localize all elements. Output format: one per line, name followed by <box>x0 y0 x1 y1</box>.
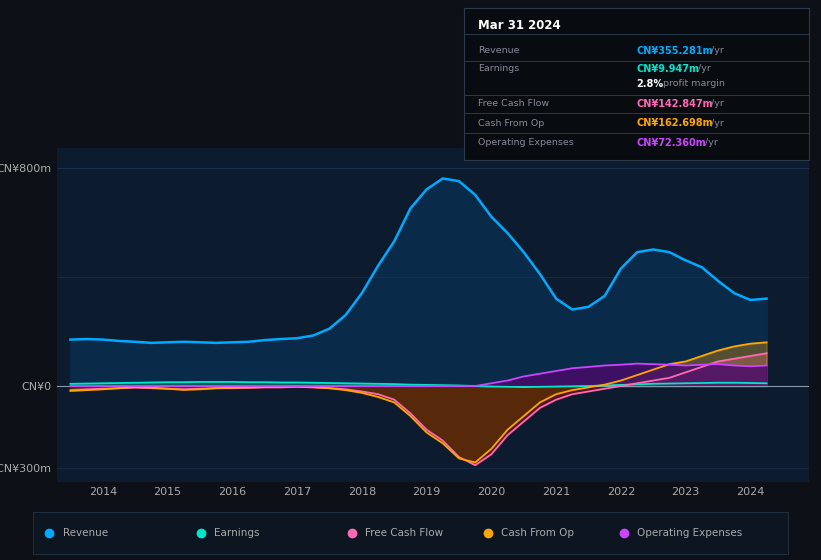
Text: 2.8%: 2.8% <box>636 79 663 89</box>
Text: CN¥72.360m: CN¥72.360m <box>636 138 706 148</box>
Text: profit margin: profit margin <box>660 80 725 88</box>
Text: Operating Expenses: Operating Expenses <box>478 138 573 147</box>
Text: Revenue: Revenue <box>478 46 519 55</box>
Text: Mar 31 2024: Mar 31 2024 <box>478 19 561 32</box>
Text: CN¥142.847m: CN¥142.847m <box>636 99 713 109</box>
Text: Revenue: Revenue <box>63 529 108 538</box>
Text: /yr: /yr <box>702 138 718 147</box>
Text: /yr: /yr <box>709 119 724 128</box>
Text: /yr: /yr <box>695 64 711 73</box>
Text: Cash From Op: Cash From Op <box>501 529 574 538</box>
Text: Earnings: Earnings <box>478 64 519 73</box>
Text: CN¥355.281m: CN¥355.281m <box>636 46 713 56</box>
Text: Operating Expenses: Operating Expenses <box>637 529 742 538</box>
Text: Earnings: Earnings <box>214 529 259 538</box>
Text: Free Cash Flow: Free Cash Flow <box>478 99 548 108</box>
Text: Cash From Op: Cash From Op <box>478 119 544 128</box>
Text: Free Cash Flow: Free Cash Flow <box>365 529 443 538</box>
Text: CN¥9.947m: CN¥9.947m <box>636 64 699 74</box>
Text: /yr: /yr <box>709 99 724 108</box>
Text: /yr: /yr <box>709 46 724 55</box>
Text: CN¥162.698m: CN¥162.698m <box>636 118 713 128</box>
